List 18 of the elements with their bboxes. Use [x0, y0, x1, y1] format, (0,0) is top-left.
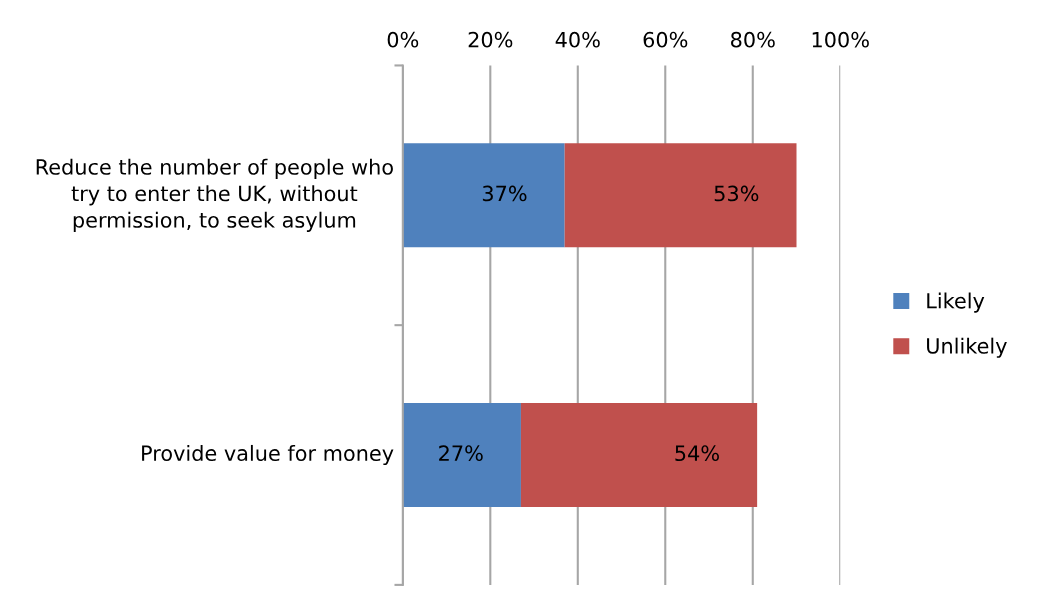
data-label: 54% [675, 445, 719, 462]
data-label: 53% [714, 185, 759, 202]
bar [402, 143, 565, 248]
data-label: 37% [482, 185, 527, 202]
bar [564, 143, 797, 248]
data-label: 27% [439, 445, 483, 462]
y-tick-label: Provide value for money [142, 444, 394, 466]
bar [520, 403, 758, 507]
x-tick-label: 100% [812, 31, 869, 48]
y-tick-label: Reduce the number of people who try to enter the UK, without permission, to seek asylum [36, 158, 393, 232]
x-tick-label: 0% [387, 31, 419, 48]
x-tick-label: 60% [643, 31, 688, 48]
legend-label: Likely [927, 292, 985, 313]
x-tick-label: 20% [468, 31, 513, 48]
x-tick-label: 80% [731, 31, 775, 48]
x-tick-label: 40% [555, 31, 600, 48]
legend-label: Unlikely [927, 337, 1007, 358]
bar [402, 403, 521, 507]
